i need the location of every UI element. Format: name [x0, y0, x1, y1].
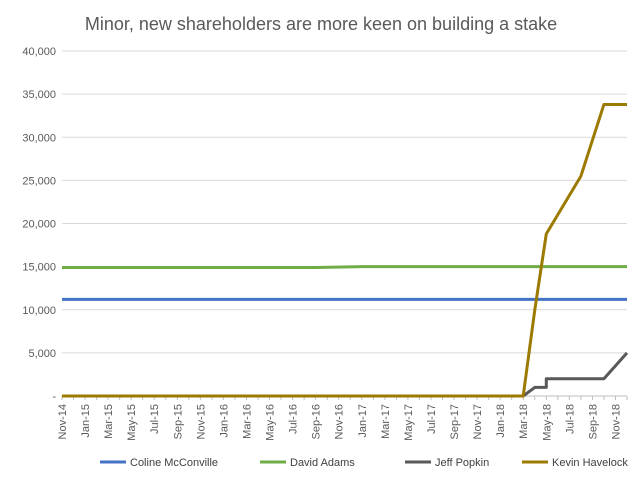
legend-label: Jeff Popkin	[435, 457, 489, 469]
series-line-david-adams	[62, 265, 627, 269]
legend: Coline McConville David Adams Jeff Popkin K…	[100, 457, 628, 469]
x-tick-label: Nov-18	[610, 404, 622, 439]
x-tick-label: Nov-14	[57, 404, 69, 439]
x-tick-label: Jul-15	[149, 404, 161, 434]
x-tick-label: Jul-18	[564, 404, 576, 434]
x-tick-label: May-16	[265, 404, 277, 441]
x-tick-label: May-17	[403, 404, 415, 441]
y-tick-label: 35,000	[22, 89, 56, 101]
x-tick-label: Sep-16	[311, 404, 323, 439]
x-tick-label: Jan-17	[357, 404, 369, 438]
legend-item: Coline McConville	[100, 457, 218, 469]
series-lines	[62, 103, 629, 398]
chart-title: Minor, new shareholders are more keen on…	[85, 14, 557, 34]
legend-item: David Adams	[260, 457, 355, 469]
y-tick-label: 30,000	[22, 132, 56, 144]
x-tick-label: Nov-16	[334, 404, 346, 439]
y-tick-label: 15,000	[22, 262, 56, 274]
y-tick-label: 5,000	[28, 348, 56, 360]
series-line-kevin-havelock	[62, 103, 627, 398]
legend-label: Coline McConville	[130, 457, 218, 469]
y-tick-label: -	[52, 391, 56, 403]
x-tick-label: Mar-17	[380, 404, 392, 439]
x-tick-label: Jan-18	[495, 404, 507, 438]
x-tick-label: Nov-15	[195, 404, 207, 439]
y-tick-label: 20,000	[22, 219, 56, 231]
legend-item: Kevin Havelock	[522, 457, 628, 469]
x-tick-label: Jan-15	[80, 404, 92, 438]
y-tick-label: 25,000	[22, 175, 56, 187]
y-tick-label: 40,000	[22, 46, 56, 58]
series-line-jeff-popkin	[62, 351, 629, 398]
x-tick-label: Nov-17	[472, 404, 484, 439]
x-tick-label: Sep-18	[587, 404, 599, 439]
x-tick-label: Mar-15	[103, 404, 115, 439]
x-tick-label: Mar-16	[241, 404, 253, 439]
legend-item: Jeff Popkin	[405, 457, 489, 469]
x-tick-label: Mar-18	[518, 404, 530, 439]
x-tick-label: May-15	[126, 404, 138, 441]
gridlines	[62, 50, 627, 354]
y-axis: - 5,000 10,000 15,000 20,000 25,000 30,000 35,0…	[22, 46, 56, 403]
y-tick-label: 10,000	[22, 305, 56, 317]
x-tick-label: Jul-16	[288, 404, 300, 434]
x-axis: Nov-14 Jan-15 Mar-15 May-15 Jul-15 Sep-15 Nov-…	[57, 395, 628, 441]
legend-label: David Adams	[290, 457, 355, 469]
x-tick-label: May-18	[541, 404, 553, 441]
x-tick-label: Sep-17	[449, 404, 461, 439]
x-tick-label: Jul-17	[426, 404, 438, 434]
x-tick-label: Sep-15	[172, 404, 184, 439]
legend-label: Kevin Havelock	[552, 457, 628, 469]
x-tick-label: Jan-16	[218, 404, 230, 438]
